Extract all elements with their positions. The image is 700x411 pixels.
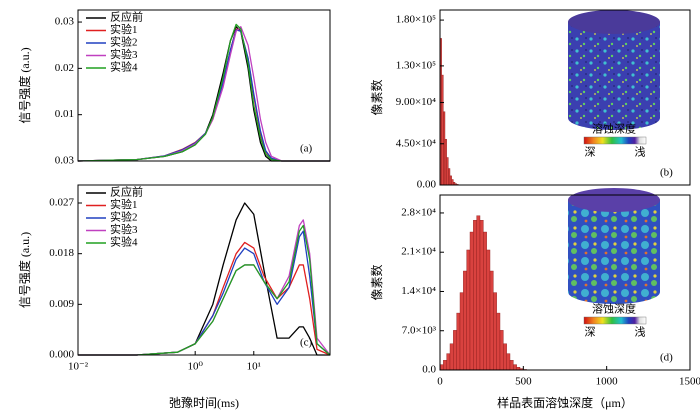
- histogram-bar: [503, 343, 507, 371]
- colorbar: [583, 136, 647, 145]
- plot-frame: [77, 184, 331, 356]
- histogram-bar: [483, 231, 487, 371]
- y-tick-label: 0.02: [55, 62, 74, 74]
- series-line: [77, 29, 330, 162]
- y-tick-label: 0.009: [49, 298, 74, 310]
- histogram-bar: [473, 220, 477, 371]
- y-tick-label: 9.00×10⁴: [396, 96, 436, 108]
- histogram-bar: [463, 270, 467, 371]
- y-tick-label: 7.0×10³: [402, 324, 437, 336]
- colorbar-high: 浅: [635, 146, 646, 159]
- inset-cylinder: [568, 10, 660, 130]
- histogram-bar: [446, 353, 451, 371]
- legend-label: 实验2: [110, 35, 138, 49]
- y-axis-title: 像素数: [369, 264, 384, 300]
- histogram-bar: [446, 157, 449, 186]
- legend-label: 反应前: [110, 185, 143, 199]
- histogram-bar: [443, 111, 446, 186]
- histogram-bar: [456, 312, 461, 371]
- colorbar-title: 溶蚀深度: [592, 302, 636, 316]
- x-tick-label: 0: [437, 376, 443, 388]
- histogram-bar: [496, 312, 501, 371]
- legend-label: 实验2: [110, 210, 138, 224]
- histogram-bar: [448, 168, 451, 186]
- histogram-bar: [506, 353, 511, 371]
- histogram-bar: [444, 138, 447, 186]
- histogram-bar: [509, 360, 514, 371]
- y-tick-label: 0.0: [422, 364, 436, 376]
- colorbar-low: 深: [585, 326, 596, 339]
- y-tick-label: 1.80×10⁵: [396, 14, 436, 26]
- panel-label: (d): [660, 352, 673, 364]
- legend-label: 实验4: [110, 235, 138, 249]
- plot-frame: [439, 9, 691, 186]
- legend-label: 实验3: [110, 47, 138, 61]
- y-tick-label: 0.027: [49, 197, 74, 209]
- plot-frame: [439, 194, 691, 371]
- x-tick-label: 1500: [679, 376, 700, 388]
- colorbar-low: 深: [585, 146, 596, 159]
- histogram-bar: [451, 179, 454, 186]
- histogram-bar: [453, 330, 457, 371]
- panel-label: (c): [300, 337, 313, 349]
- x-axis-title: 弛豫时间(ms): [169, 396, 239, 410]
- y-axis-title: 像素数: [369, 79, 384, 115]
- series-line: [77, 23, 330, 162]
- x-tick-label: 1000: [596, 376, 619, 388]
- histogram-bar: [499, 330, 504, 371]
- y-tick-label: 2.8×10⁴: [401, 206, 436, 218]
- series-line: [78, 224, 331, 356]
- histogram-bar: [479, 220, 484, 371]
- legend-label: 实验3: [110, 222, 138, 236]
- legend-label: 实验1: [110, 197, 138, 211]
- y-axis-title: 信号强度 (a.u.): [17, 232, 32, 308]
- y-tick-label: 0.00: [417, 179, 437, 191]
- histogram-bar: [466, 249, 471, 371]
- histogram-bar: [449, 343, 454, 371]
- histogram-bar: [486, 249, 491, 371]
- y-tick-label: 0.000: [49, 349, 74, 361]
- series-line: [77, 26, 330, 162]
- x-tick-label: 500: [515, 376, 532, 388]
- x-tick-label: 10¹: [247, 361, 261, 373]
- legend-label: 实验1: [110, 22, 138, 36]
- histogram-bar: [493, 292, 497, 371]
- series-line: [78, 230, 331, 356]
- colorbar-title: 溶蚀深度: [592, 122, 636, 136]
- histogram-bar: [441, 74, 444, 186]
- legend-label: 反应前: [110, 10, 143, 24]
- histogram-bar: [469, 231, 474, 371]
- y-tick-label: 1.4×10⁴: [401, 285, 436, 297]
- y-tick-label: 0.018: [49, 247, 74, 259]
- y-tick-label: 0.01: [55, 108, 74, 120]
- y-tick-label: 1.30×10⁵: [396, 59, 436, 71]
- y-tick-label: 0.03: [55, 155, 75, 167]
- y-tick-label: 0.03: [55, 16, 75, 28]
- histogram-bar: [443, 360, 447, 371]
- histogram-bar: [489, 270, 494, 371]
- x-tick-label: 10⁻²: [68, 361, 89, 373]
- y-tick-label: 2.1×10⁴: [401, 246, 436, 258]
- x-axis-title: 样品表面溶蚀深度（μm）: [497, 395, 633, 410]
- histogram-bar: [513, 364, 517, 371]
- histogram-bar: [459, 292, 464, 371]
- histogram-bar: [449, 175, 452, 186]
- legend-label: 实验4: [110, 60, 138, 74]
- y-axis-title: 信号强度 (a.u.): [17, 47, 32, 123]
- colorbar-high: 浅: [635, 326, 646, 339]
- panel-label: (b): [660, 167, 673, 179]
- inset-cylinder: [568, 188, 660, 304]
- y-tick-label: 4.50×10⁴: [396, 137, 436, 149]
- panel-label: (a): [300, 143, 313, 155]
- x-tick-label: 10⁰: [187, 361, 203, 373]
- histogram-bar: [476, 215, 481, 371]
- plot-frame: [77, 9, 331, 162]
- colorbar: [583, 316, 647, 325]
